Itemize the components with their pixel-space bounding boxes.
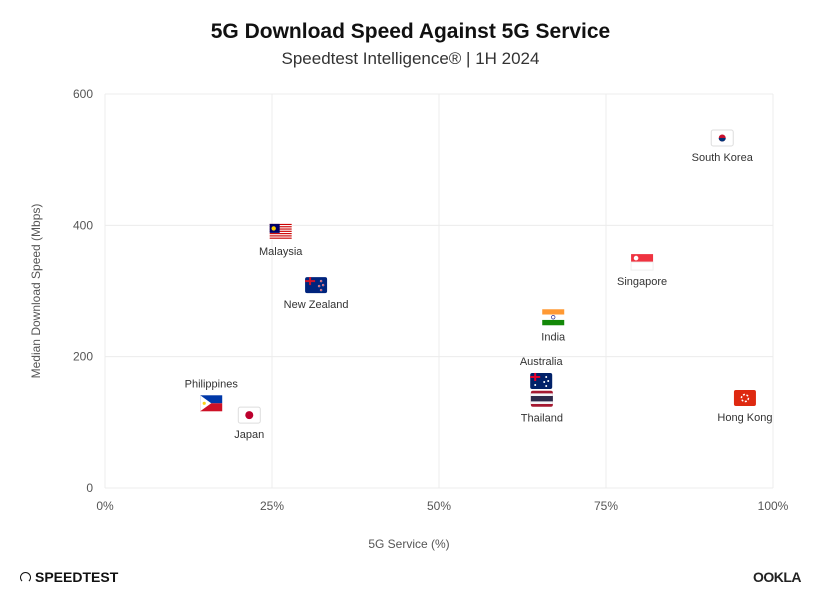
data-point-hong-kong: Hong Kong [717,390,772,424]
flag-part [542,314,565,320]
data-point-japan: Japan [234,406,264,441]
flag-part [269,233,292,235]
flag-part [319,288,323,292]
data-label-malaysia: Malaysia [259,246,303,258]
x-axis-label: 5G Service (%) [368,537,449,551]
data-label-thailand: Thailand [521,413,563,425]
data-label-new-zealand: New Zealand [284,299,349,311]
x-tick-label: 0% [96,499,114,513]
speedometer-icon [20,571,31,583]
flag-part [633,255,639,261]
x-tick-label: 75% [594,499,618,513]
data-point-thailand: Thailand [521,390,563,425]
flag-part [631,254,654,263]
flag-part [271,226,276,231]
flag-part [245,411,254,420]
flag-part [530,395,553,402]
flag-part [321,283,325,287]
x-tick-label: 100% [758,499,789,513]
data-point-new-zealand: New Zealand [284,277,349,311]
flag-part [545,375,548,378]
flag-part [551,315,556,320]
ookla-logo: OOKLA [752,569,802,585]
speedtest-logo-text: SPEEDTEST [35,569,119,585]
flag-part [269,235,292,237]
data-label-south-korea: South Korea [692,152,754,164]
flag-part [534,383,537,386]
flag-part [547,379,550,382]
flag-part [718,137,726,142]
flag-part [534,372,537,381]
y-tick-label: 0 [86,481,93,495]
flag-part [630,261,654,271]
chart-subtitle: Speedtest Intelligence® | 1H 2024 [281,49,540,68]
flag-part [200,403,223,412]
data-point-india: India [541,309,566,343]
flag-part [319,279,323,283]
data-point-australia: Australia [520,356,564,389]
y-tick-label: 200 [73,350,93,364]
y-axis-label: Median Download Speed (Mbps) [29,204,43,379]
y-tick-label: 600 [73,87,93,101]
x-tick-label: 50% [427,499,451,513]
data-label-japan: Japan [234,429,264,441]
flag-part [269,230,292,232]
data-label-philippines: Philippines [185,378,239,390]
y-tick-label: 400 [73,218,93,232]
data-label-australia: Australia [520,356,564,368]
x-tick-label: 25% [260,499,284,513]
flag-part [269,226,292,228]
data-label-india: India [541,331,566,343]
data-point-malaysia: Malaysia [259,223,303,258]
chart-title: 5G Download Speed Against 5G Service [210,20,611,43]
flag-part [269,223,292,226]
flag-part [542,319,565,326]
flag-part [733,390,756,407]
flag-part [269,237,292,239]
flag-part [200,395,223,404]
data-label-singapore: Singapore [617,276,667,288]
flag-part [317,284,321,288]
data-point-philippines: Philippines [185,378,239,412]
flag-part [543,380,546,383]
flag-part [542,309,565,315]
flag-part [309,277,312,286]
flag-part [202,401,206,405]
data-label-hong-kong: Hong Kong [717,412,772,424]
data-point-south-korea: South Korea [692,129,754,164]
data-point-singapore: Singapore [617,254,667,288]
flag-part [740,393,750,403]
speedtest-logo: SPEEDTEST [20,569,118,585]
flag-part [269,228,292,230]
flag-part [545,384,548,387]
